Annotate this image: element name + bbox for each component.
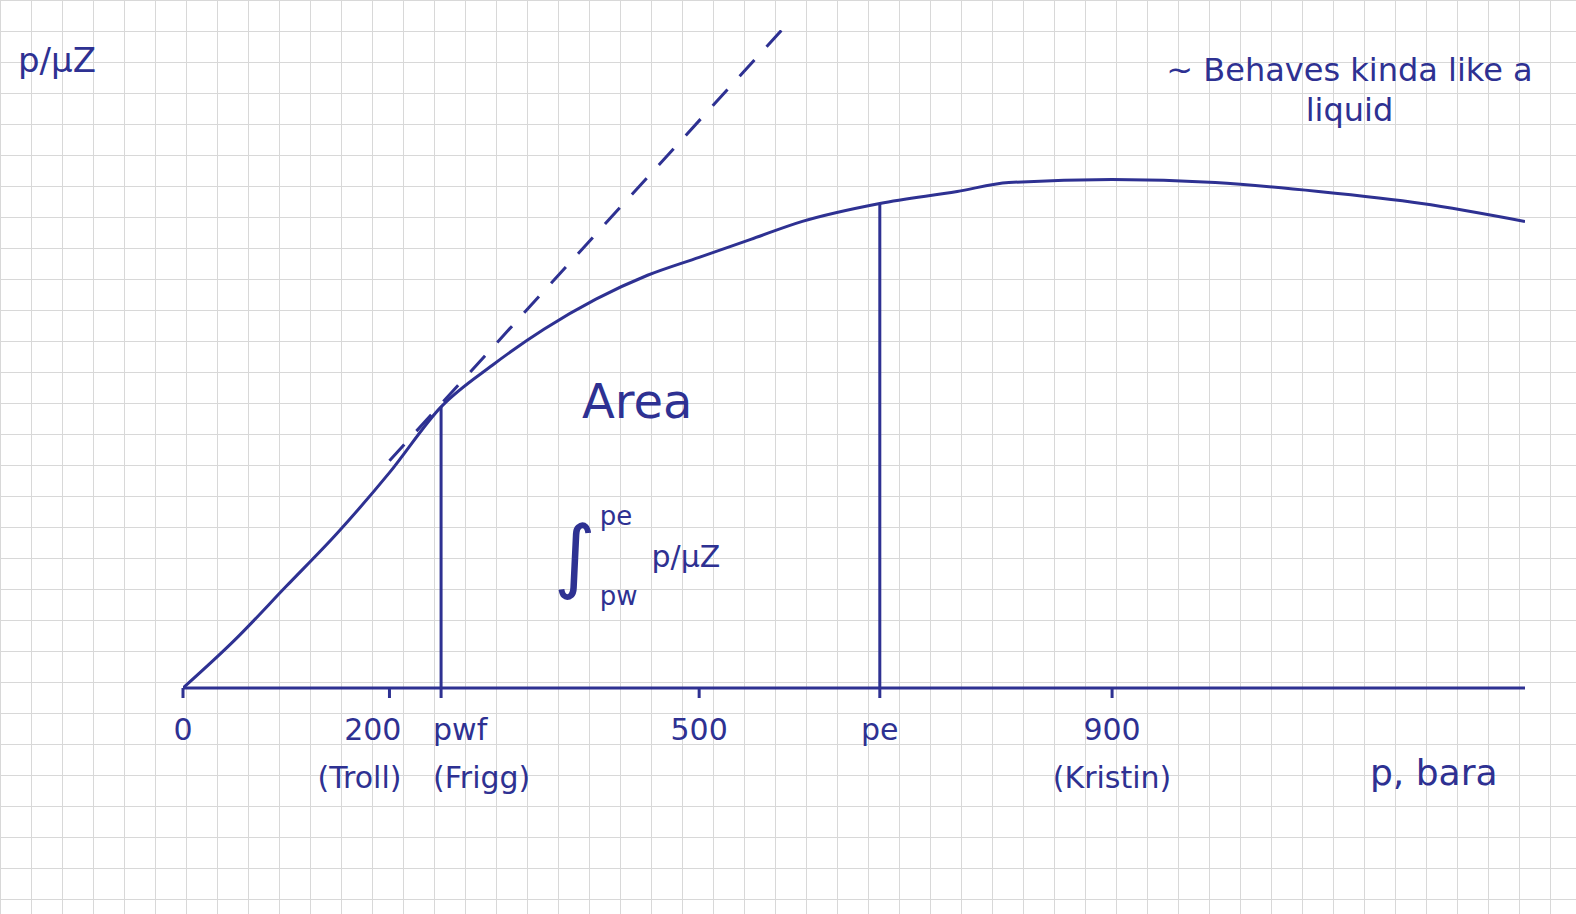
svg-text:(Kristin): (Kristin) [1053,760,1172,795]
svg-text:0: 0 [173,712,192,747]
html-text:p, bara: p, bara [1370,752,1498,793]
svg-text:200: 200 [344,712,401,747]
svg-text:pwf: pwf [433,712,489,747]
svg-text:900: 900 [1083,712,1140,747]
html-text:p/μZ: p/μZ [651,538,721,574]
html-text:p/μZ: p/μZ [18,40,96,80]
html-text:pw: pw [599,581,638,612]
html-text:pe: pe [599,501,633,532]
svg-text:(Frigg): (Frigg) [433,760,530,795]
svg-text:500: 500 [671,712,728,747]
svg-text:(Troll): (Troll) [317,760,401,795]
html-text:Area: Area [582,372,693,429]
svg-text:pe: pe [861,712,899,747]
html-text:~ Behaves kinda like a liquid: ~ Behaves kinda like a liquid [1166,50,1533,129]
